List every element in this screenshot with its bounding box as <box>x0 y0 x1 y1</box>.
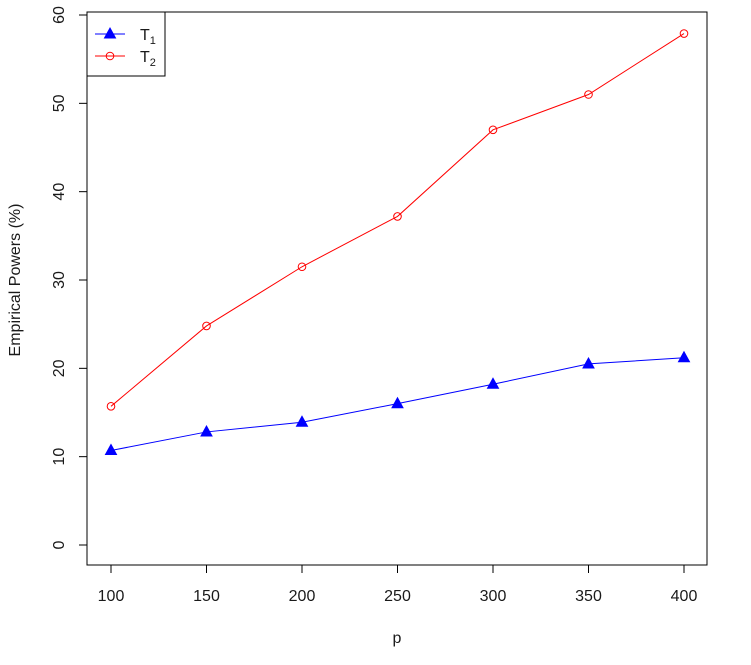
y-tick-label: 20 <box>51 359 68 377</box>
x-tick-label: 350 <box>575 588 602 605</box>
legend-marker-series-2 <box>105 51 115 61</box>
series-layer <box>104 29 691 456</box>
x-tick-label: 100 <box>98 588 125 605</box>
x-axis-label: p <box>393 630 402 647</box>
series-2-point <box>202 321 211 331</box>
legend-label-name-series-2: T <box>140 49 150 66</box>
x-tick-label: 200 <box>289 588 316 605</box>
x-tick-label: 250 <box>384 588 411 605</box>
legend-label-subscript-series-1: 1 <box>150 35 156 47</box>
series-2-point <box>488 125 498 135</box>
series-1-point <box>104 443 118 456</box>
y-tick-label: 0 <box>51 540 68 549</box>
series-1-point <box>391 396 404 409</box>
legend-label-name-series-1: T <box>140 27 150 44</box>
y-tick-label: 40 <box>51 183 68 201</box>
series-2-point <box>297 262 307 272</box>
series-1-point <box>677 350 691 363</box>
series-2-point <box>679 29 689 38</box>
x-tick-label: 300 <box>480 588 507 605</box>
series-2-point <box>584 90 593 99</box>
x-axis: 100 150 200 250 300 350 400 <box>98 564 698 605</box>
legend-box <box>86 11 166 77</box>
y-tick-label: 60 <box>51 6 68 24</box>
plot-frame <box>86 11 708 566</box>
legend-label-series-1: T1 <box>140 27 156 47</box>
y-tick-label: 50 <box>51 94 68 112</box>
x-tick-label: 150 <box>193 588 220 605</box>
y-tick-label: 30 <box>51 271 68 289</box>
legend: T1 T2 <box>86 11 166 77</box>
y-tick-label: 10 <box>51 448 68 466</box>
series-1-point <box>582 356 595 369</box>
series-2-point <box>106 402 116 411</box>
legend-label-subscript-series-2: 2 <box>150 57 156 69</box>
series-1-point <box>295 415 309 427</box>
x-tick-label: 400 <box>671 588 698 605</box>
y-axis: 0 10 20 30 40 50 60 <box>51 6 88 549</box>
y-axis-label: Empirical Powers (%) <box>7 204 24 357</box>
series-2-line <box>110 33 685 407</box>
series-1-point <box>200 424 213 437</box>
legend-label-series-2: T2 <box>140 49 156 69</box>
series-2 <box>106 29 689 411</box>
legend-marker-series-1 <box>103 27 117 39</box>
series-2-point <box>393 212 402 221</box>
series-1-point <box>486 377 500 389</box>
series-1 <box>104 350 691 456</box>
